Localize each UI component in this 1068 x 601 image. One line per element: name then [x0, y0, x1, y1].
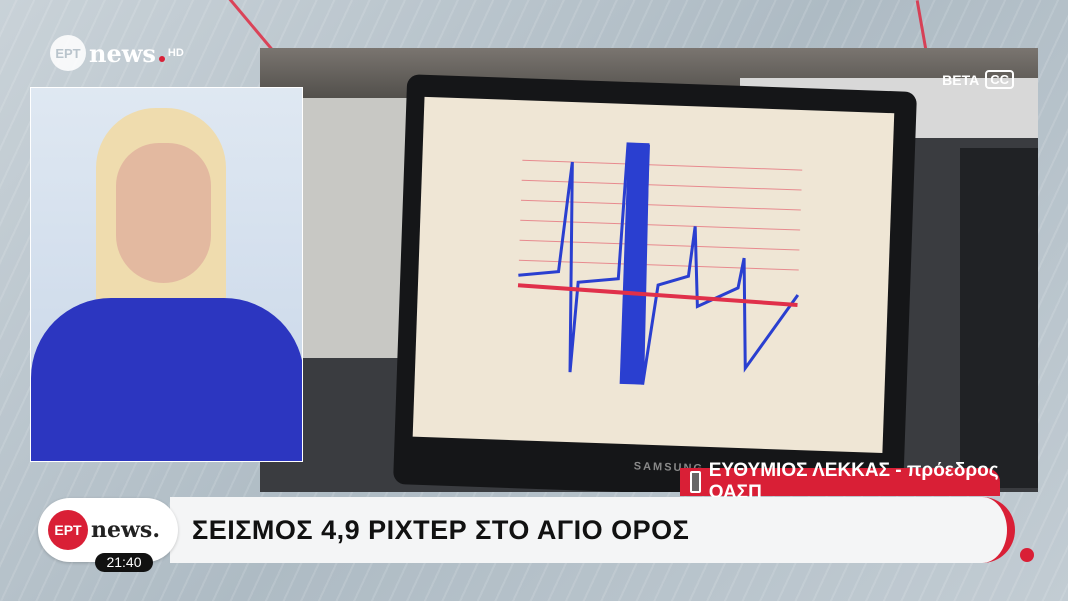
- seismo-trace-red: [517, 283, 798, 307]
- seismo-main-shock: [619, 143, 650, 385]
- cc-icon: CC: [985, 70, 1014, 89]
- ert-logo: ΕΡΤ: [50, 35, 86, 71]
- seismo-trace-blue: [518, 142, 800, 385]
- beta-badge: BETA: [942, 71, 980, 88]
- news-logo: news.: [91, 517, 160, 543]
- broadcast-badges: BETA CC: [942, 70, 1014, 89]
- headline-text: ΣΕΙΣΜΟΣ 4,9 ΡΙΧΤΕΡ ΣΤΟ ΑΓΙΟ ΟΡΟΣ: [192, 514, 690, 545]
- clock: 21:40: [95, 553, 153, 572]
- speaker-name-bar: ΕΥΘΥΜΙΟΣ ΛΕΚΚΑΣ - πρόεδρος ΟΑΣΠ: [680, 460, 1000, 503]
- decor-dot: [1020, 548, 1034, 562]
- monitor: SAMSUNG: [393, 74, 917, 492]
- logo-dot: [158, 56, 165, 62]
- presenter-feed: [30, 87, 303, 462]
- presenter-outfit: [31, 298, 302, 461]
- hd-badge: HD: [167, 47, 184, 59]
- seismograph: [517, 142, 803, 385]
- headline-bar: ΣΕΙΣΜΟΣ 4,9 ΡΙΧΤΕΡ ΣΤΟ ΑΓΙΟ ΟΡΟΣ: [170, 497, 1015, 563]
- video-feed: SAMSUNG BETA CC: [260, 48, 1038, 492]
- ert-logo: ΕΡΤ: [48, 510, 88, 550]
- presenter-face: [116, 143, 211, 283]
- second-monitor: [960, 148, 1038, 488]
- monitor-screen: [412, 96, 895, 454]
- channel-logo-bottom: ΕΡΤ news.: [38, 498, 178, 562]
- phone-icon: [690, 471, 701, 493]
- news-logo: news: [89, 38, 156, 68]
- channel-logo-top: ΕΡΤ news HD: [50, 35, 184, 71]
